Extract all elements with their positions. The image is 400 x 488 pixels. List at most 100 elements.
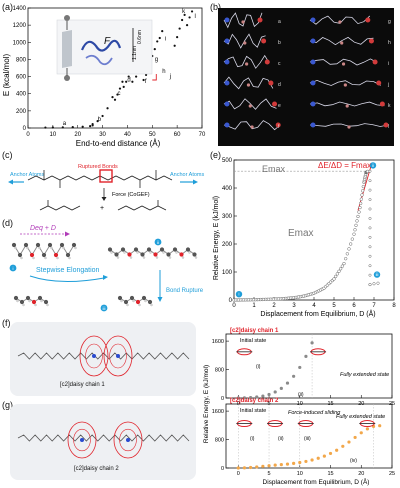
a-y-tick-label: 0 (23, 126, 27, 132)
d-mol-compact-hydrogen (20, 256, 23, 260)
a-data-point (173, 44, 176, 47)
e-data-point (359, 197, 363, 201)
a-data-point (101, 114, 104, 118)
snapshot-red-end (383, 122, 389, 128)
g-data-point (365, 427, 370, 431)
d-mol-stretched-atom (133, 247, 139, 252)
a-data-point (81, 125, 84, 128)
d-mol-compact-atom (17, 252, 23, 258)
e-data-point (344, 257, 348, 261)
d-frag-left-hydrogen (22, 303, 25, 307)
snapshots-panel: a g b h c i d j e k f l (218, 8, 394, 146)
c-force-label: Force (CoGEF) (112, 192, 150, 198)
d-mol-compact-hydrogen (14, 246, 17, 250)
d-mol-stretched-atom (192, 252, 197, 257)
snapshot-mid-atom (241, 20, 245, 24)
snapshot-row-label: l (388, 124, 389, 130)
f-extended-state: Fully extended state (340, 372, 389, 378)
e-data-point (361, 184, 365, 189)
d-mol-compact-atom (65, 252, 71, 258)
f-plot-frame (225, 333, 393, 399)
e-x-tick-label: 0 (232, 303, 236, 309)
c-plus: + (100, 205, 104, 212)
e-x-tick-label: 8 (392, 303, 396, 309)
d-mol-compact-hydrogen (62, 246, 65, 250)
g-y-tick-label: 800 (215, 438, 224, 444)
d-frag-left-hydrogen (16, 299, 19, 303)
f-structure-macrocycle-inner (85, 343, 103, 369)
snapshot-blue-end (224, 38, 230, 44)
snapshot-blue-end (310, 122, 316, 128)
e-x-tick-label: 2 (272, 303, 276, 309)
f-data-point (248, 395, 253, 400)
snapshot-mid-atom (246, 83, 251, 87)
c-cyclobutane (99, 169, 113, 183)
e-y-tick-label: 0 (229, 298, 233, 304)
e-x-tick-label: 7 (372, 303, 376, 309)
d-elongation-label: Stepwise Elongation (36, 267, 100, 274)
snapshot-mid-atom (248, 104, 252, 108)
g-data-point (236, 466, 240, 470)
e-marker (235, 291, 243, 298)
g-roman-3: (iii) (304, 436, 311, 442)
f-data-point (279, 386, 283, 390)
g-initial-state: Initial state (240, 408, 266, 414)
g-data-point (273, 463, 277, 467)
a-point-label: j (169, 74, 171, 80)
e-drop-point (368, 235, 372, 239)
e-tail-point (368, 283, 372, 287)
snapshot-mid-atom (341, 62, 346, 66)
d-marker-2 (154, 238, 162, 246)
d-frag-left-atom (37, 295, 43, 301)
g-x-tick-label: 20 (358, 471, 364, 477)
snapshot-blue-end (310, 17, 316, 23)
d-mol-stretched-atom (179, 252, 184, 257)
g-x-tick-label: 0 (237, 471, 240, 477)
d-mol-compact-atom (41, 252, 47, 258)
d-frag-right-atom (141, 295, 147, 301)
e-tail-point (372, 282, 376, 286)
snapshot-backbone (309, 36, 374, 46)
snapshot-blue-end (224, 59, 230, 65)
f-structure-ammonium (92, 354, 96, 358)
snapshot-backbone (223, 12, 263, 29)
d-mol-stretched-hydrogen (194, 256, 198, 259)
snapshot-mid-atom (250, 125, 254, 129)
snapshot-backbone (223, 76, 274, 90)
e-x-axis-label: Displacement from Equilibrium, D (Å) (260, 309, 375, 318)
e-drop-point (368, 188, 372, 192)
panel-label-g: (g) (2, 400, 13, 410)
a-data-point (71, 126, 74, 129)
g-data-point (242, 466, 247, 470)
a-y-tick-label: 800 (16, 57, 27, 63)
g-roman-2: (ii) (278, 436, 284, 442)
f-structure-macrocycle-inner (109, 343, 127, 369)
f-roman-2: (ii) (298, 392, 304, 398)
f-data-point (298, 365, 302, 370)
a-red-bracket (152, 74, 157, 81)
g-structure-macrocycle (67, 421, 97, 459)
d-mol-stretched-hydrogen (123, 251, 126, 254)
e-data-point (340, 264, 344, 268)
f-data-point (255, 395, 259, 399)
g-extended-state: Fully extended state (336, 414, 385, 420)
e-data-point (361, 189, 365, 193)
a-data-point (176, 36, 179, 39)
a-data-point (181, 18, 184, 22)
f-data-point (236, 396, 240, 400)
e-data-point (335, 272, 339, 276)
a-point-label: k (182, 9, 186, 15)
f-data-point (267, 392, 271, 397)
a-x-tick-label: 70 (199, 132, 206, 138)
d-frag-left-atom (19, 299, 25, 305)
d-mol-compact-hydrogen (44, 256, 47, 260)
d-mol-stretched-atom (120, 247, 126, 252)
d-mol-compact-atom (35, 242, 41, 248)
a-data-point (144, 73, 148, 76)
snapshot-blue-end (310, 80, 316, 86)
d-mol-compact-atom (29, 252, 35, 258)
g-y-tick-label: 0 (221, 466, 224, 472)
snapshot-blue-end (224, 80, 230, 86)
e-y-tick-label: 500 (222, 158, 233, 164)
a-x-tick-label: 0 (26, 132, 30, 138)
